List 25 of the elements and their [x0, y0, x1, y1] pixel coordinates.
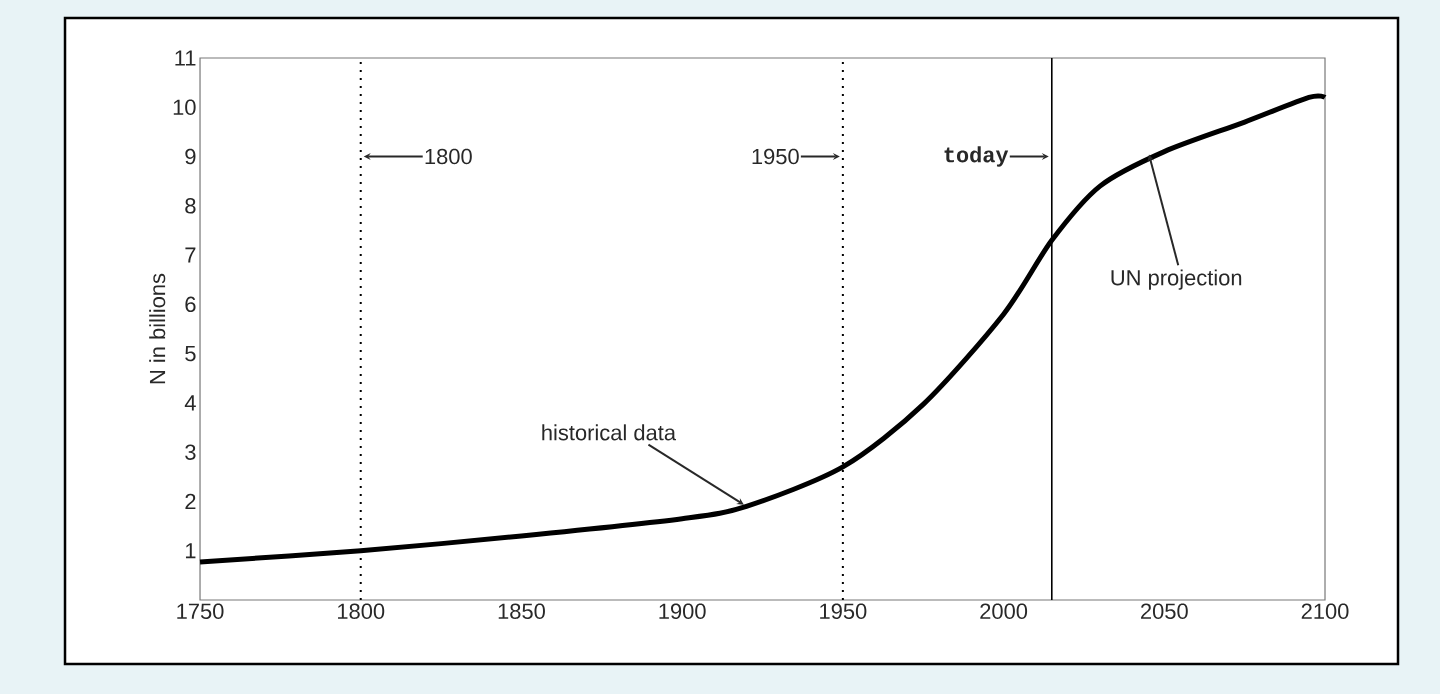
y-tick-label: 2: [185, 493, 196, 510]
x-tick-label: 2050: [1141, 603, 1188, 620]
y-axis-title: N in billions: [149, 273, 166, 384]
x-tick-label: 2100: [1301, 603, 1349, 620]
y-tick-label: 5: [185, 345, 196, 362]
x-tick-label: 1750: [177, 603, 224, 620]
x-tick-label: 1900: [659, 603, 706, 620]
y-tick-label: 6: [185, 296, 196, 313]
ref-line-label: 1950: [752, 148, 799, 165]
annotation: historical data: [542, 424, 677, 441]
y-tick-label: 11: [175, 50, 196, 66]
ref-line-label: today: [944, 146, 1009, 167]
y-tick-label: 10: [173, 99, 196, 116]
annotation: UN projection: [1111, 269, 1242, 290]
y-tick-label: 3: [185, 444, 196, 460]
x-tick-label: 1950: [820, 603, 867, 620]
y-tick-label: 9: [185, 148, 196, 165]
y-tick-label: 1: [185, 543, 196, 559]
x-tick-label: 1850: [498, 603, 545, 620]
y-tick-label: 4: [184, 395, 196, 411]
x-tick-label: 2000: [980, 603, 1028, 620]
x-tick-label: 1800: [338, 603, 385, 620]
ref-line-label: 1800: [425, 148, 472, 165]
y-tick-label: 7: [185, 247, 196, 263]
y-tick-label: 8: [185, 198, 196, 214]
